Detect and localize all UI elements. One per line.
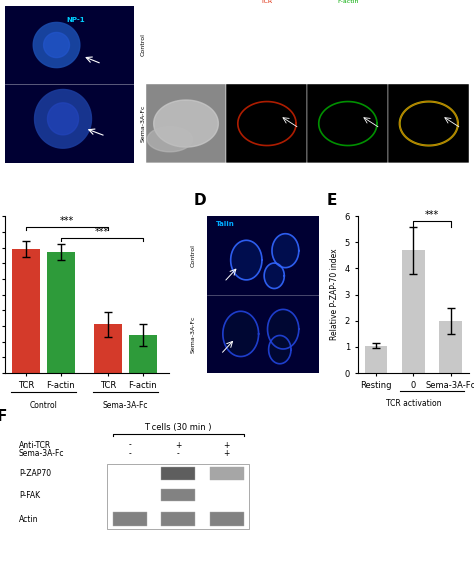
Text: ***: ***	[60, 216, 74, 225]
Text: TCR activation: TCR activation	[386, 400, 441, 408]
Text: +: +	[175, 440, 182, 450]
Bar	[161, 489, 195, 501]
Polygon shape	[223, 311, 259, 356]
Bar	[107, 464, 249, 529]
Text: P-FAK: P-FAK	[19, 490, 40, 500]
Text: -: -	[128, 449, 131, 458]
Text: Actin: Actin	[19, 515, 38, 524]
Text: Anti-TCR: Anti-TCR	[19, 440, 51, 450]
Text: F: F	[0, 409, 7, 424]
Polygon shape	[33, 22, 80, 68]
Text: +: +	[223, 440, 230, 450]
Bar	[227, 85, 308, 163]
Bar	[210, 512, 244, 527]
Bar	[5, 85, 134, 163]
Text: Talin: Talin	[216, 221, 235, 227]
Bar	[365, 346, 387, 373]
Bar	[94, 324, 122, 373]
Text: NP-1: NP-1	[67, 17, 85, 23]
Bar	[146, 163, 227, 242]
Text: D: D	[194, 193, 207, 208]
Text: merged: merged	[417, 0, 441, 4]
Text: +: +	[223, 449, 230, 458]
Bar	[210, 467, 244, 480]
Text: Sema-3A-Fc: Sema-3A-Fc	[141, 105, 146, 142]
Text: E: E	[326, 193, 337, 208]
Text: Sema-3A-Fc: Sema-3A-Fc	[103, 401, 148, 411]
Polygon shape	[154, 178, 219, 225]
Polygon shape	[44, 32, 70, 58]
Bar	[227, 163, 308, 242]
Bar	[5, 6, 134, 85]
Polygon shape	[269, 335, 291, 364]
Bar	[388, 85, 469, 163]
Polygon shape	[264, 263, 284, 289]
Polygon shape	[147, 126, 192, 152]
Bar	[12, 249, 40, 373]
Bar	[113, 512, 147, 527]
Text: -: -	[128, 440, 131, 450]
Text: B: B	[129, 0, 141, 3]
Text: TCR: TCR	[261, 0, 273, 4]
Text: Sema-3A-Fc: Sema-3A-Fc	[191, 315, 196, 352]
Bar	[47, 252, 75, 373]
Text: F-actin: F-actin	[337, 0, 359, 4]
Bar	[308, 163, 388, 242]
Polygon shape	[272, 233, 299, 267]
Text: Control: Control	[141, 33, 146, 56]
Text: ***: ***	[425, 210, 439, 220]
Polygon shape	[35, 90, 91, 148]
Bar	[207, 216, 319, 294]
Bar	[161, 467, 195, 480]
Text: Control: Control	[29, 401, 57, 411]
Text: ***: ***	[95, 227, 109, 236]
Text: Sema-3A-Fc: Sema-3A-Fc	[19, 449, 64, 458]
Polygon shape	[267, 309, 299, 349]
Text: Control: Control	[191, 244, 196, 267]
Polygon shape	[154, 100, 219, 147]
Bar	[146, 85, 227, 163]
Bar	[439, 321, 462, 373]
Bar	[128, 335, 157, 373]
Polygon shape	[231, 240, 262, 280]
Text: P-ZAP70: P-ZAP70	[19, 469, 51, 478]
Bar	[402, 250, 425, 373]
Bar	[388, 163, 469, 242]
Text: T cells (30 min ): T cells (30 min )	[145, 423, 212, 432]
Bar	[308, 85, 388, 163]
Y-axis label: Relative P-ZAP-70 index: Relative P-ZAP-70 index	[330, 249, 339, 340]
Bar	[207, 294, 319, 373]
Text: A: A	[0, 0, 10, 3]
Text: -: -	[177, 449, 180, 458]
Bar	[161, 512, 195, 527]
Polygon shape	[47, 103, 79, 135]
